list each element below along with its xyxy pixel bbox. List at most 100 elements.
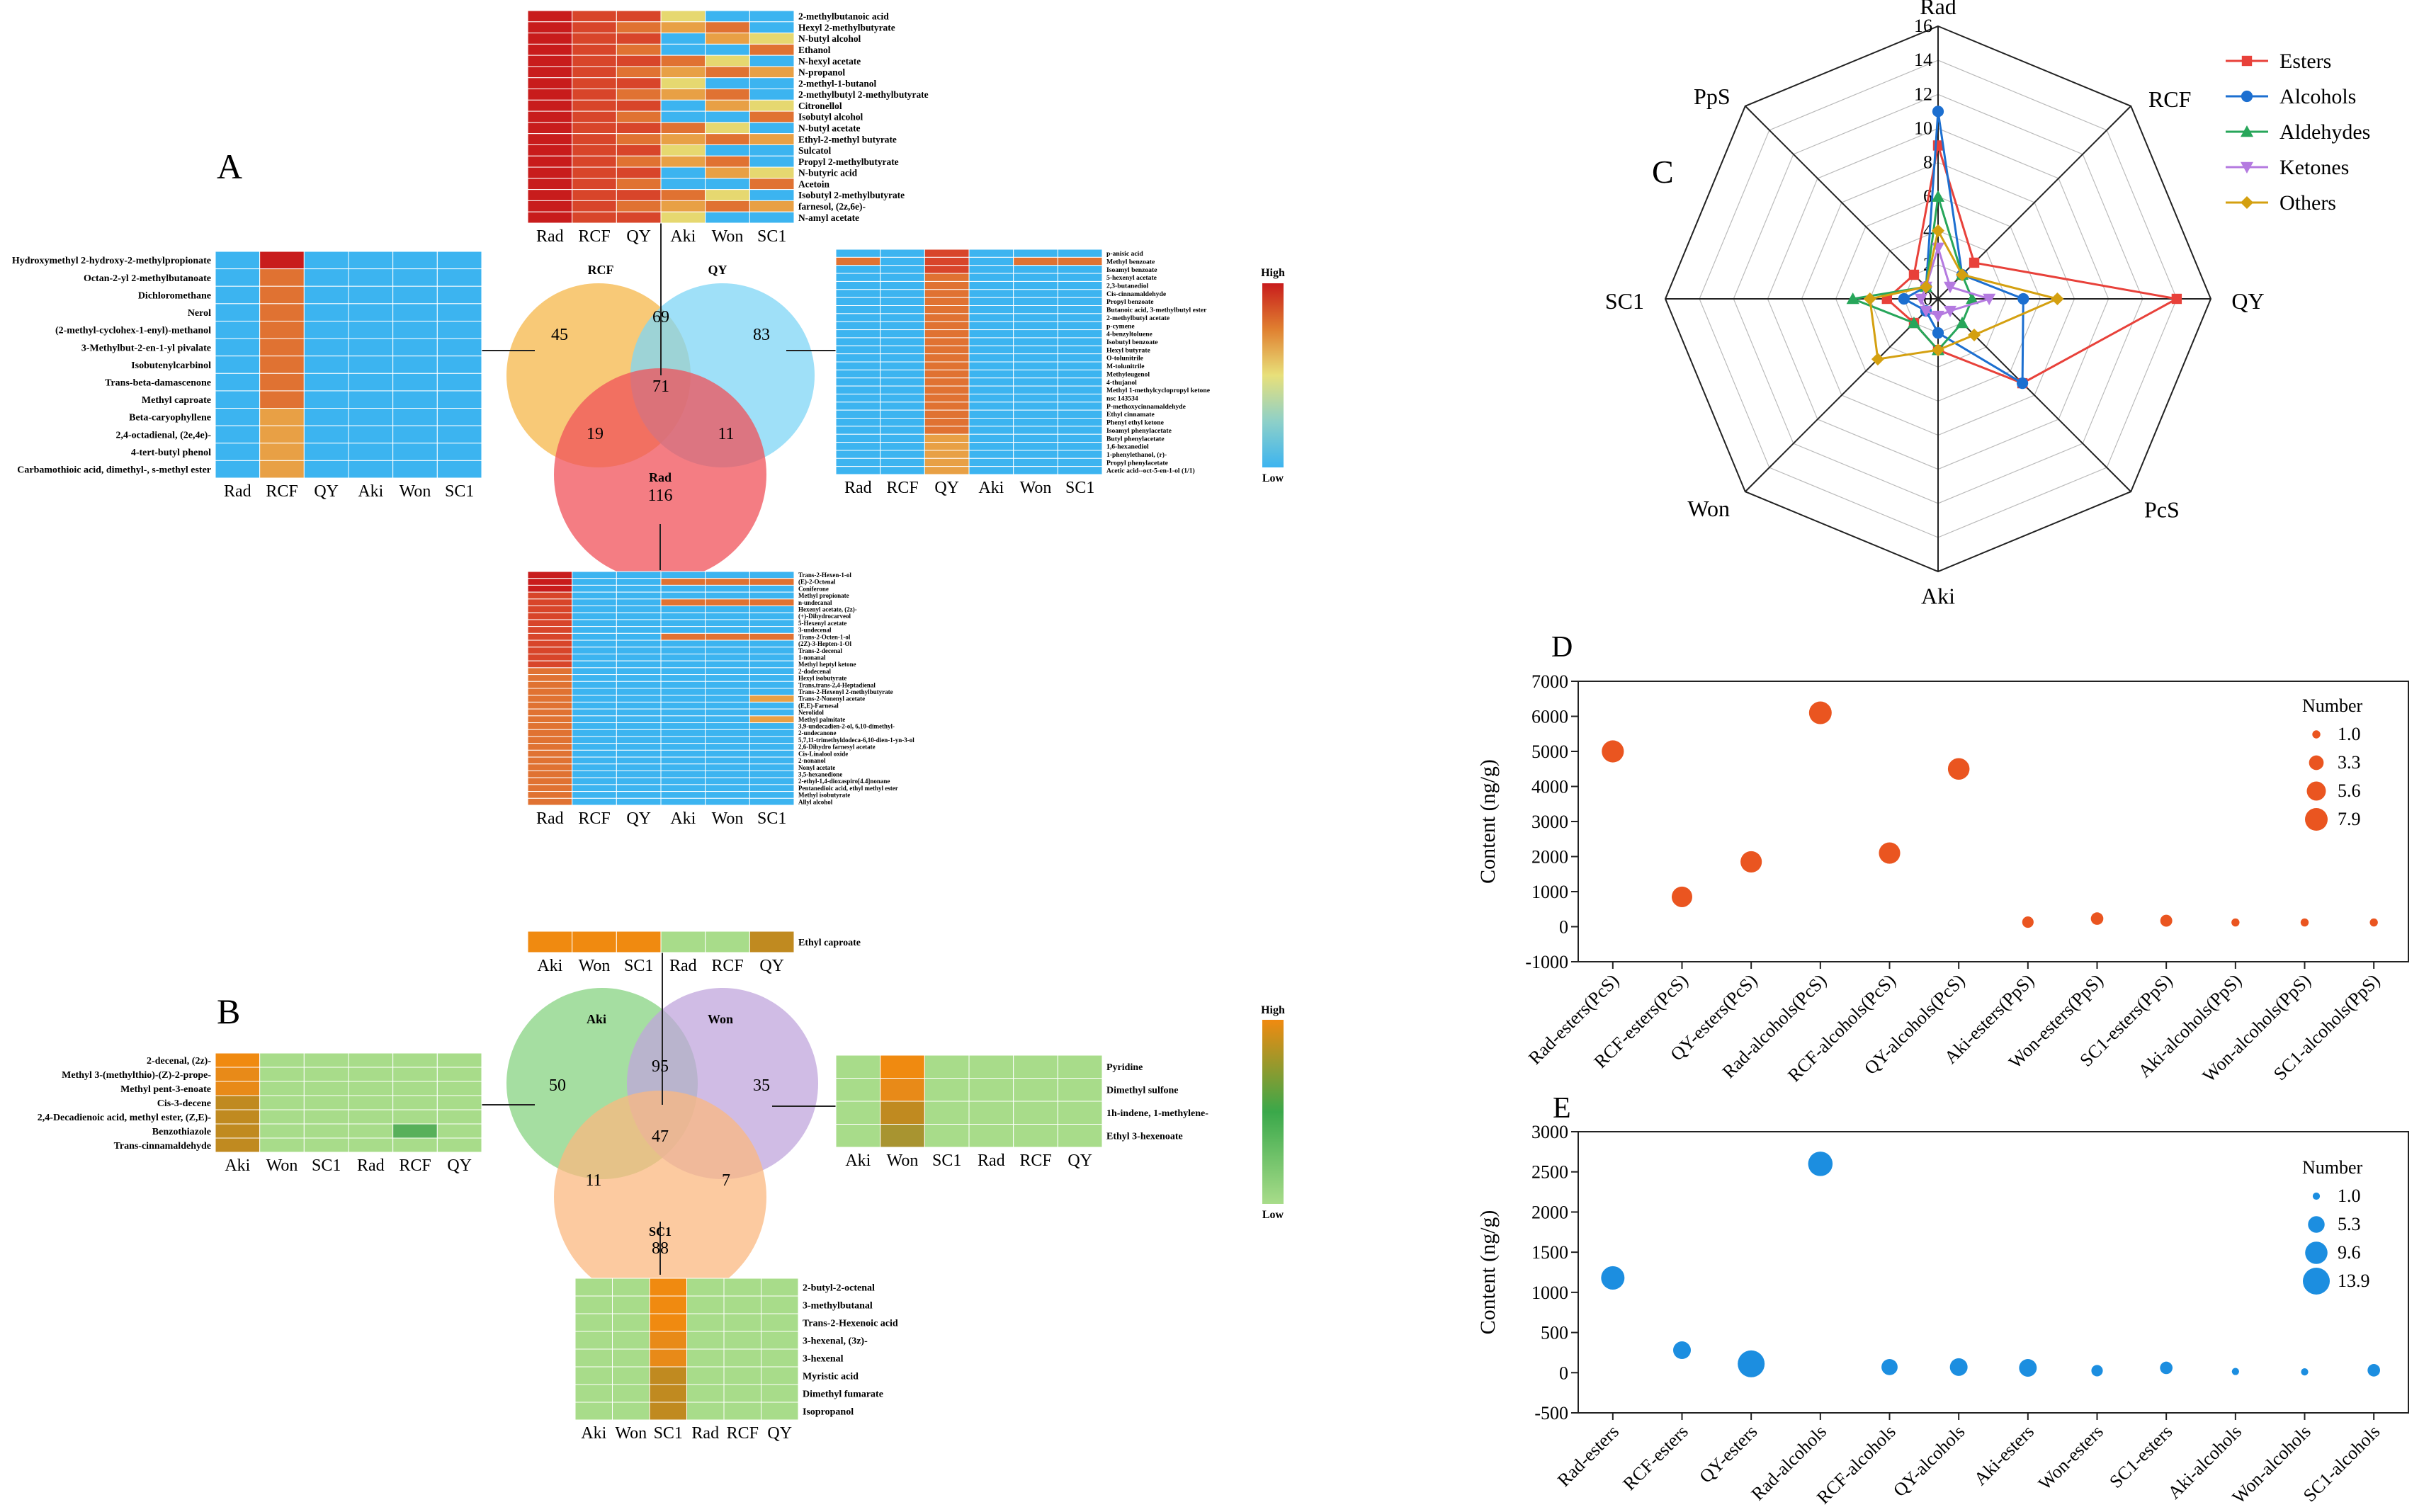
heatmap-cell <box>705 743 750 751</box>
heatmap-cell <box>761 1331 799 1350</box>
heatmap-cell <box>660 200 706 212</box>
y-tick-label: 500 <box>1541 1323 1568 1343</box>
heatmap-cell <box>1013 466 1058 475</box>
heatmap-row-label: N-butyric acid <box>798 168 858 178</box>
heatmap-row-label: Isobutenylcarbinol <box>131 360 211 371</box>
heatmap-row-label: Trans-2-Octen-1-ol <box>798 633 851 640</box>
heatmap-cell <box>392 425 438 444</box>
bubble-point <box>2090 912 2104 925</box>
colorbar-b-gradient <box>1262 1020 1284 1204</box>
heatmap-cell <box>686 1348 725 1368</box>
heatmap-cell <box>215 268 261 287</box>
heatmap-cell <box>835 385 881 394</box>
heatmap-col-label: SC1 <box>757 227 786 246</box>
venn-a-count-rad-only: 116 <box>647 487 672 505</box>
heatmap-cell <box>259 1137 305 1153</box>
heatmap-col-label: Won <box>579 957 611 975</box>
heatmap-cell <box>968 466 1014 475</box>
heatmap-cell <box>259 251 305 270</box>
heatmap-cell <box>749 660 795 669</box>
heatmap-cell <box>348 460 394 479</box>
heatmap-cell <box>572 715 617 724</box>
heatmap-cell <box>968 273 1014 282</box>
heatmap-cell <box>1013 313 1058 322</box>
radar-series-line <box>1901 111 2024 385</box>
radar-tick-label: 0 <box>1923 288 1932 309</box>
radar-point <box>2241 90 2253 103</box>
heatmap-cell <box>660 591 706 600</box>
heatmap-col-label: SC1 <box>445 482 474 501</box>
heatmap-cell <box>705 166 750 179</box>
heatmap-col-label: RCF <box>1019 1152 1051 1170</box>
heatmap-cell <box>527 211 573 224</box>
heatmap-col-label: Aki <box>670 809 696 828</box>
heatmap-cell <box>348 285 394 305</box>
bubble-legend-marker <box>2308 1216 2325 1233</box>
heatmap-cell <box>749 89 795 101</box>
bubble-point <box>2091 1365 2103 1377</box>
heatmap-cell <box>303 443 349 461</box>
heatmap-cell <box>348 338 394 357</box>
heatmap-cell <box>705 189 750 201</box>
venn-a-count-rcf-qy: 69 <box>652 308 669 326</box>
heatmap-cell <box>616 178 662 191</box>
heatmap-cell <box>660 688 706 696</box>
heatmap-row-label: Ethanol <box>798 45 831 55</box>
heatmap-cell <box>649 1331 687 1350</box>
heatmap-cell <box>924 1078 970 1102</box>
heatmap-cell <box>705 10 750 23</box>
heatmap-cell <box>616 756 662 765</box>
colorbar-a-low: Low <box>1262 472 1284 484</box>
heatmap-row-label: M-tolunitrile <box>1106 363 1145 370</box>
heatmap-cell <box>968 369 1014 379</box>
heatmap-cell <box>749 626 795 634</box>
heatmap-cell <box>968 249 1014 258</box>
heatmap-cell <box>705 797 750 806</box>
heatmap-col-label: SC1 <box>757 809 786 828</box>
heatmap-cell <box>749 144 795 157</box>
heatmap-cell <box>527 715 573 724</box>
heatmap-cell <box>880 402 925 411</box>
heatmap-row-label: Trans,trans-2,4-Heptadienal <box>798 681 876 688</box>
heatmap-cell <box>527 584 573 593</box>
heatmap-cell <box>527 756 573 765</box>
heatmap-cell <box>616 763 662 771</box>
heatmap-cell <box>660 770 706 778</box>
radar-chart-c: 0246810121416RadRCFQYPcSAkiWonSC1PpSEste… <box>1605 0 2370 609</box>
heatmap-cell <box>527 200 573 212</box>
heatmap-cell <box>303 1137 349 1153</box>
heatmap-col-label: SC1 <box>932 1152 961 1170</box>
bubble-point <box>2160 1361 2173 1375</box>
heatmap-cell <box>1013 345 1058 355</box>
heatmap-cell <box>968 1101 1014 1125</box>
heatmap-cell <box>660 791 706 799</box>
heatmap-cell <box>527 660 573 669</box>
heatmap-cell <box>572 722 617 730</box>
heatmap-cell <box>660 166 706 179</box>
y-axis-label: Content (ng/g) <box>1476 1210 1500 1335</box>
heatmap-cell <box>348 1123 394 1139</box>
heatmap-cell <box>749 122 795 135</box>
heatmap-cell <box>215 443 261 461</box>
heatmap-cell <box>660 189 706 201</box>
heatmap-cell <box>968 297 1014 306</box>
heatmap-cell <box>749 166 795 179</box>
bubble-point <box>1671 886 1693 907</box>
heatmap-cell <box>616 931 662 953</box>
heatmap-cell <box>436 268 482 287</box>
heatmap-row-label: 3-undecenal <box>798 627 832 634</box>
heatmap-col-label: RCF <box>886 479 918 497</box>
venn-a: RCF QY Rad 45 83 69 71 19 11 116 <box>482 220 836 581</box>
heatmap-col-label: SC1 <box>1065 479 1094 497</box>
radar-point <box>2017 377 2029 390</box>
heatmap-col-label: Aki <box>225 1156 250 1175</box>
heatmap-cell <box>392 303 438 322</box>
heatmap-cell <box>924 337 970 346</box>
heatmap-cell <box>612 1295 650 1314</box>
radar-tick-label: 10 <box>1914 118 1932 138</box>
heatmap-cell <box>705 584 750 593</box>
heatmap-cell <box>572 200 617 212</box>
heatmap-col-label: Rad <box>691 1424 719 1443</box>
heatmap-cell <box>527 55 573 67</box>
